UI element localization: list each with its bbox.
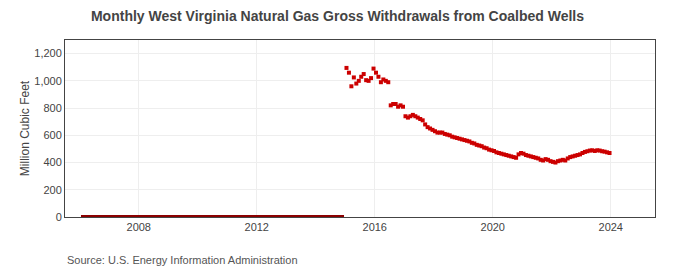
svg-text:1,200: 1,200 <box>34 47 62 59</box>
svg-text:Source: U.S. Energy Informatio: Source: U.S. Energy Information Administ… <box>67 254 298 266</box>
svg-text:600: 600 <box>43 129 61 141</box>
svg-text:2016: 2016 <box>363 221 387 233</box>
svg-text:0: 0 <box>56 211 62 223</box>
svg-text:200: 200 <box>43 184 61 196</box>
svg-text:2008: 2008 <box>127 221 151 233</box>
svg-text:2012: 2012 <box>245 221 269 233</box>
svg-text:2024: 2024 <box>599 221 623 233</box>
svg-text:Monthly West Virginia Natural: Monthly West Virginia Natural Gas Gross … <box>91 8 584 24</box>
svg-text:1,000: 1,000 <box>34 75 62 87</box>
svg-text:Million Cubic Feet: Million Cubic Feet <box>18 80 32 176</box>
svg-text:800: 800 <box>43 102 61 114</box>
svg-text:400: 400 <box>43 156 61 168</box>
svg-text:2020: 2020 <box>481 221 505 233</box>
